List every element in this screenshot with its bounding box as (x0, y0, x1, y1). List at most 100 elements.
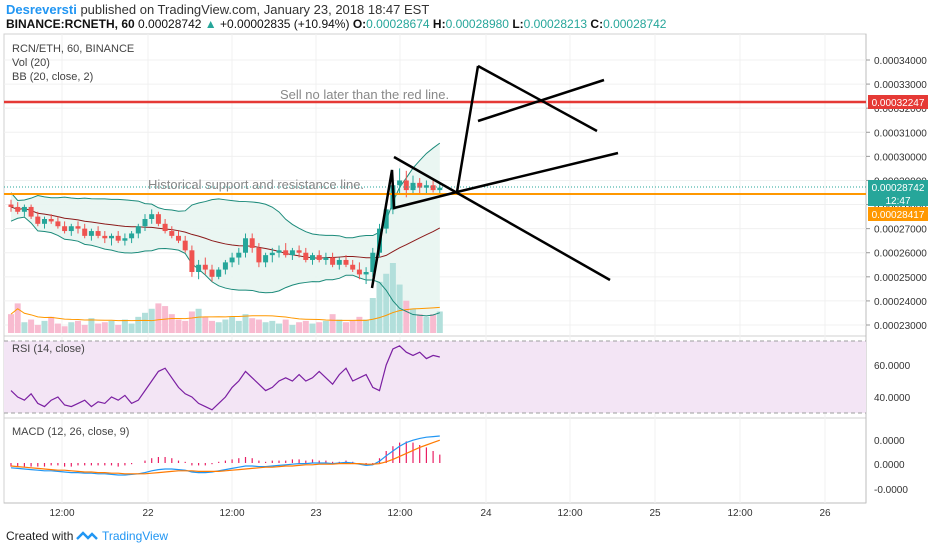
volume-bar (255, 319, 262, 333)
volume-bar (289, 324, 296, 333)
change-arrow-icon: ▲ (204, 17, 217, 31)
volume-bar (95, 323, 102, 333)
footer: Created with TradingView (0, 522, 932, 550)
drawn-line-6 (477, 78, 605, 123)
volume-bar (369, 298, 376, 333)
volume-bar (101, 322, 108, 333)
price-change: +0.00002835 (+10.94%) (220, 17, 350, 31)
candle-body (115, 235, 121, 241)
macd-line (10, 435, 440, 476)
y-tick-label: 0.00032000 (874, 104, 927, 115)
open-label: O: (352, 17, 367, 31)
macd-tick-label: -0.0000 (874, 485, 908, 496)
volume-bar (296, 322, 303, 333)
candle-body (363, 272, 369, 275)
red-price-label-bg (868, 95, 928, 109)
high-label: H: (432, 17, 446, 31)
sell-annotation[interactable]: Sell no later than the red line. (280, 87, 449, 102)
bb-lower (10, 216, 440, 317)
legend-pair[interactable]: RCN/ETH, 60, BINANCE (12, 43, 134, 55)
x-tick-label: 12:00 (49, 508, 74, 519)
author-name[interactable]: Desreversti (6, 2, 77, 17)
volume-bar (142, 312, 148, 333)
rsi-line (10, 345, 440, 411)
candle-body (48, 219, 54, 222)
x-tick-label: 12:00 (387, 508, 412, 519)
candle-body (28, 206, 34, 217)
open-value: 0.00028674 (366, 17, 430, 31)
legend-bb[interactable]: BB (20, close, 2) (12, 71, 93, 83)
volume-bar (121, 319, 128, 333)
candle-body (135, 226, 141, 234)
volume-bar (41, 320, 48, 333)
legend-rsi[interactable]: RSI (14, close) (12, 343, 85, 355)
volume-bar (135, 316, 142, 333)
candle-body (289, 250, 295, 256)
candle-body (249, 238, 255, 248)
volume-bar (81, 324, 88, 333)
volume-bar (316, 322, 323, 333)
candle-body (68, 226, 74, 232)
volume-bar (182, 320, 189, 333)
candle-body (437, 187, 443, 191)
volume-bar (215, 322, 222, 333)
volume-bar (168, 314, 175, 333)
published-text: published on TradingView.com, January 23… (80, 2, 430, 17)
tradingview-logo-icon (76, 531, 98, 540)
countdown-label: 12:47 (885, 196, 910, 207)
candle-body (42, 219, 47, 224)
volume-bar (8, 314, 14, 333)
chart-canvas[interactable]: Sell no later than the red line. Histori… (0, 0, 932, 522)
drawn-line-5 (477, 64, 598, 133)
macd-tick-label: 0.0000 (874, 436, 905, 447)
close-label: C: (590, 17, 604, 31)
x-tick-label: 12:00 (219, 508, 244, 519)
time-axis[interactable]: 12:00 22 12:00 23 12:00 24 12:00 25 12:00 26 (49, 508, 831, 519)
macd-pane[interactable] (3, 417, 867, 504)
candle-body (236, 252, 242, 258)
volume-bar (155, 303, 162, 333)
candle-body (88, 231, 94, 236)
volume-bar (302, 320, 309, 333)
x-tick-label: 23 (310, 508, 322, 519)
candle-body (243, 238, 248, 253)
legend-vol[interactable]: Vol (20) (12, 57, 50, 69)
candle-body (276, 250, 282, 253)
red-price-label: 0.00032247 (872, 98, 925, 109)
rsi-tick-label: 60.0000 (874, 361, 911, 372)
bollinger-lines (10, 142, 441, 317)
low-label: L: (512, 17, 524, 31)
orange-price-label-bg (868, 207, 928, 221)
y-tick-label: 0.00033000 (874, 80, 927, 91)
volume-bar (195, 308, 202, 333)
candle-body (176, 235, 181, 241)
volume-bar (222, 319, 229, 333)
volume-bar (108, 320, 115, 333)
support-annotation[interactable]: Historical support and resistance line. (148, 177, 364, 192)
volume-bar (128, 323, 135, 333)
candle-body (182, 240, 188, 251)
candle-body (423, 185, 429, 188)
legend-macd[interactable]: MACD (12, 26, close, 9) (12, 426, 129, 438)
volume-bar (383, 273, 390, 333)
countdown-label-bg (868, 194, 928, 206)
volume-bar (75, 320, 81, 333)
candle-body (129, 233, 135, 239)
volume-bar (416, 314, 423, 333)
x-tick-label: 22 (142, 508, 154, 519)
tradingview-link[interactable]: TradingView (102, 529, 169, 543)
volume-bar (61, 326, 68, 333)
volume-bar (343, 322, 349, 333)
candle-body (196, 264, 202, 272)
candle-body (62, 226, 68, 232)
candle-body (296, 250, 302, 253)
volume-bars (8, 263, 443, 333)
candle-body (15, 206, 21, 212)
drawings[interactable] (370, 64, 619, 289)
candle-body (169, 231, 175, 236)
orange-price-label: 0.00028417 (872, 210, 925, 221)
x-tick-label: 12:00 (557, 508, 582, 519)
candle-body (403, 180, 409, 191)
candle-body (370, 252, 376, 272)
last-price: 0.00028742 (138, 17, 202, 31)
